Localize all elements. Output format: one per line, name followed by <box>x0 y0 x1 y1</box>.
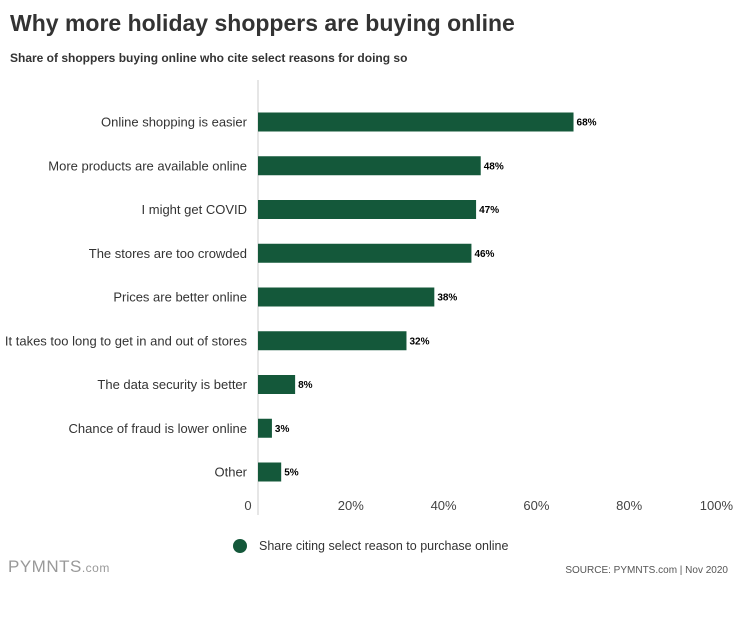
category-label: Chance of fraud is lower online <box>69 421 248 436</box>
legend-label: Share citing select reason to purchase o… <box>259 539 509 553</box>
value-label: 48% <box>484 161 504 172</box>
category-label: It takes too long to get in and out of s… <box>5 333 248 348</box>
chart-legend: Share citing select reason to purchase o… <box>233 539 508 553</box>
value-label: 5% <box>284 468 299 479</box>
value-label: 68% <box>577 118 597 129</box>
category-label: The data security is better <box>97 377 247 392</box>
bar <box>258 200 477 219</box>
category-label: Online shopping is easier <box>101 115 248 130</box>
bar <box>258 331 407 351</box>
source-note: SOURCE: PYMNTS.com | Nov 2020 <box>565 565 728 576</box>
bar <box>258 243 472 263</box>
bar <box>258 156 481 176</box>
x-tick-label: 40% <box>431 498 457 513</box>
x-tick-label: 100% <box>700 498 734 513</box>
chart-title: Why more holiday shoppers are buying onl… <box>10 10 515 36</box>
category-label: The stores are too crowded <box>89 246 247 261</box>
x-tick-label: 20% <box>338 498 364 513</box>
value-label: 46% <box>474 249 494 260</box>
bar <box>258 462 282 482</box>
chart-subtitle: Share of shoppers buying online who cite… <box>10 51 408 65</box>
category-label: More products are available online <box>48 158 247 173</box>
category-label: Other <box>214 465 247 480</box>
brand-name: PYMNTS <box>8 557 82 576</box>
value-label: 47% <box>479 205 499 216</box>
bar <box>258 375 296 394</box>
brand-logo: PYMNTS.com <box>8 557 110 577</box>
value-label: 32% <box>409 336 429 347</box>
value-label: 8% <box>298 380 313 391</box>
x-tick-label: 0 <box>244 498 251 513</box>
category-label: Prices are better online <box>113 290 247 305</box>
bar-chart: Online shopping is easier 68% More product… <box>5 80 734 515</box>
bar <box>258 112 574 132</box>
brand-suffix: .com <box>81 561 110 575</box>
x-tick-label: 80% <box>616 498 642 513</box>
value-label: 38% <box>437 293 457 304</box>
value-label: 3% <box>275 424 290 435</box>
bar <box>258 287 435 307</box>
category-label: I might get COVID <box>142 202 247 217</box>
bar <box>258 418 272 438</box>
legend-swatch <box>233 539 247 553</box>
x-tick-label: 60% <box>523 498 549 513</box>
